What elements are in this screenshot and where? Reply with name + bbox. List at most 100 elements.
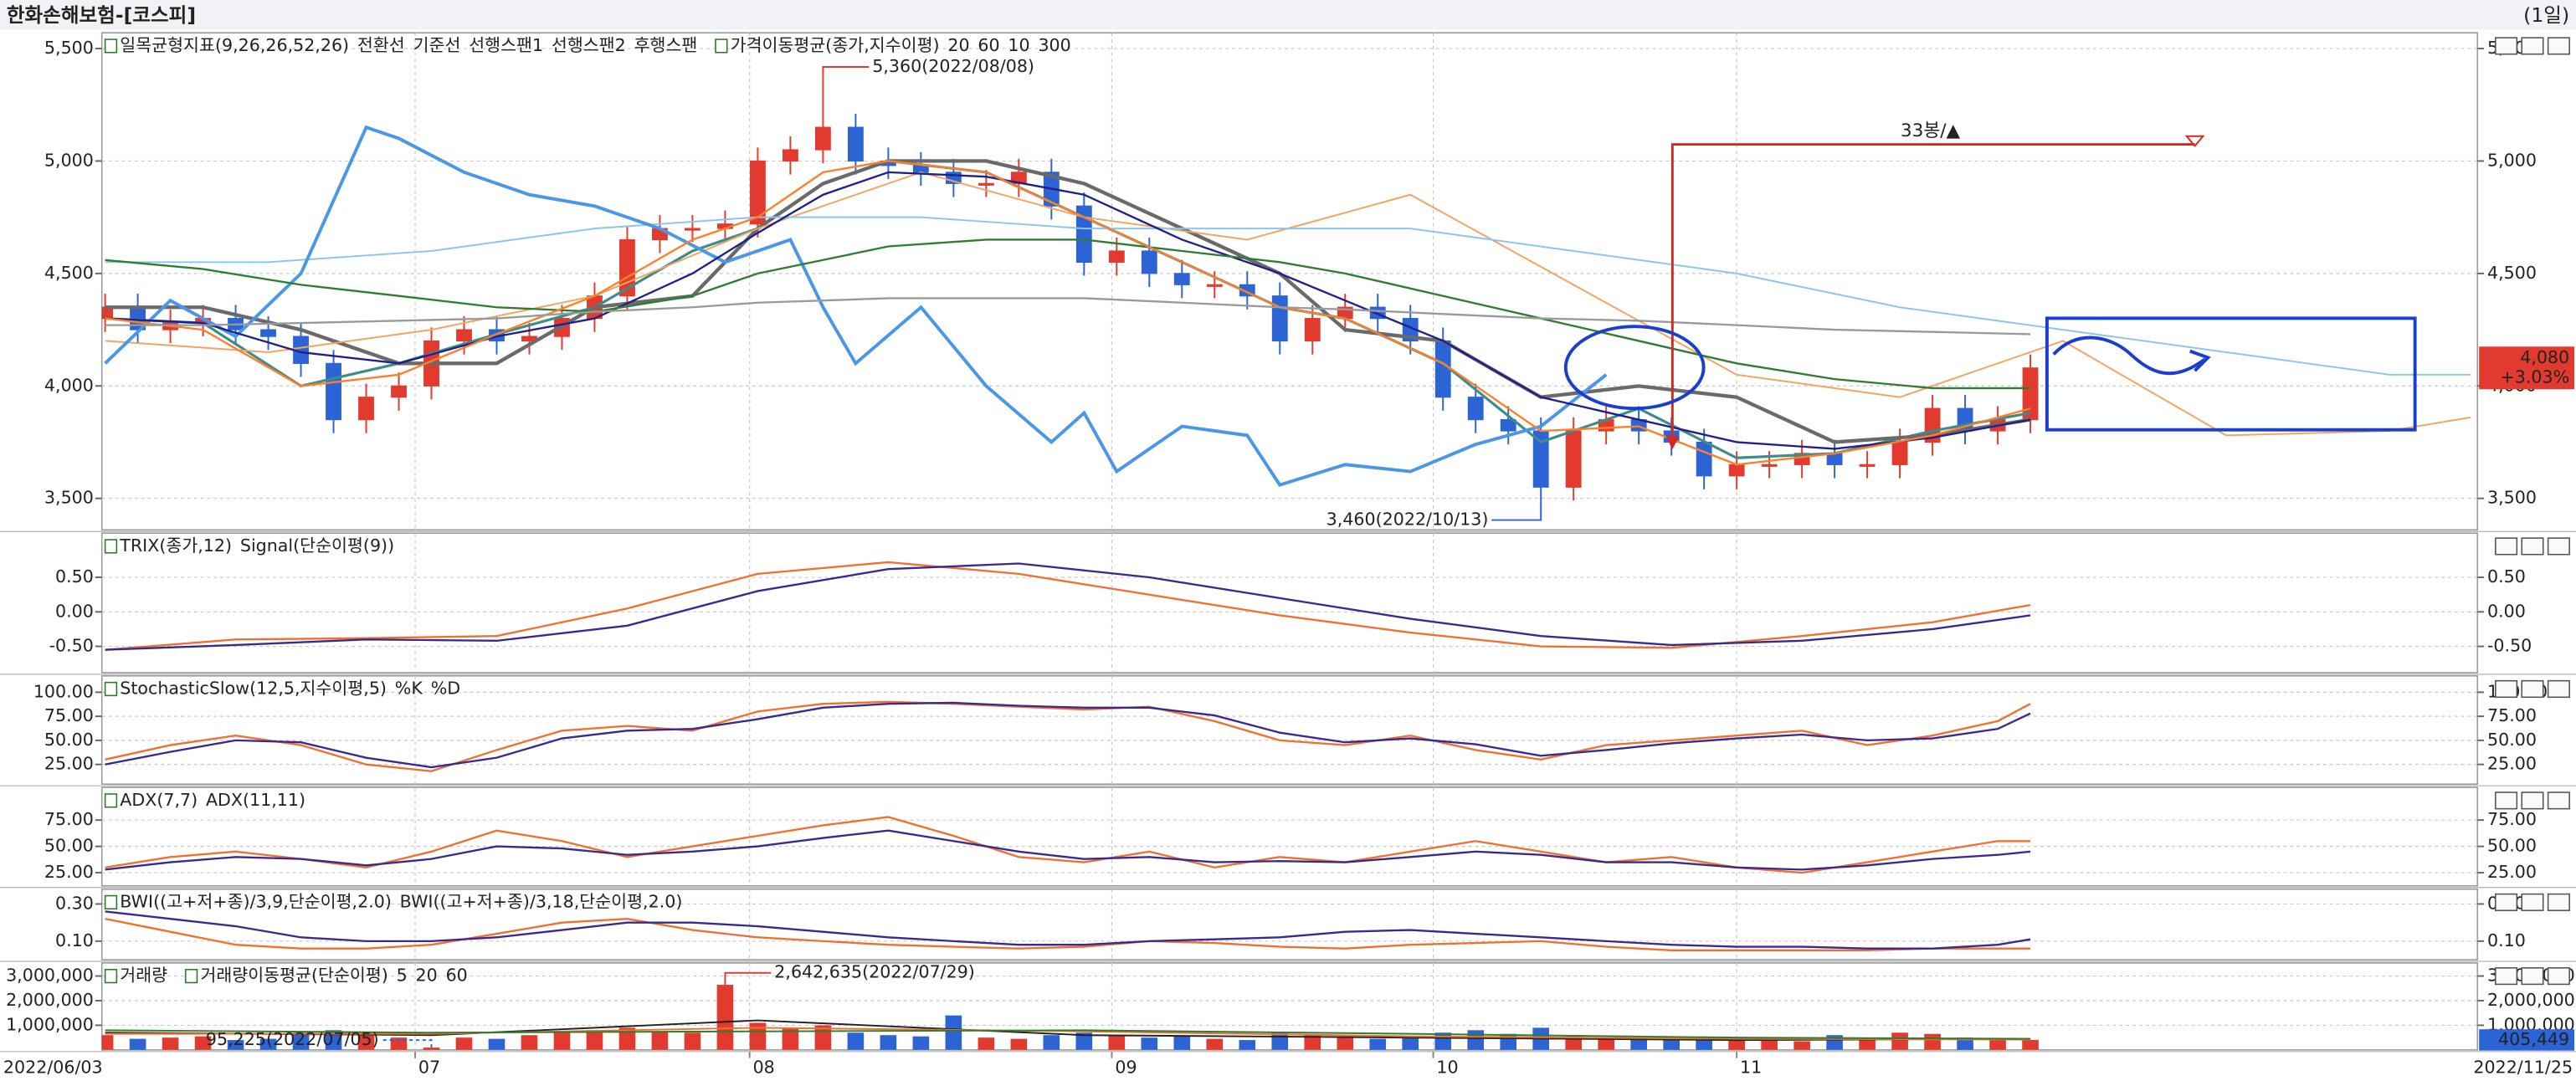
- panel-button[interactable]: [2521, 893, 2544, 911]
- y-tick-label: 0.30: [55, 893, 94, 913]
- panel-button[interactable]: [2547, 537, 2570, 556]
- volume-bar: [1630, 1038, 1647, 1050]
- panel-button[interactable]: [2547, 679, 2570, 699]
- candle-body: [326, 362, 341, 421]
- panel-button[interactable]: [2495, 37, 2518, 55]
- y-tick-label: 75.00: [2487, 705, 2537, 725]
- candle-body: [456, 329, 472, 342]
- volume-bar: [1239, 1040, 1256, 1050]
- legend-icon: [104, 969, 118, 984]
- y-tick-label: 0.10: [2487, 930, 2526, 950]
- volume-bar: [880, 1035, 897, 1050]
- legend-label: 거래량: [120, 966, 167, 986]
- panel-button[interactable]: [2495, 537, 2518, 556]
- last-value: 405,449: [2498, 1029, 2569, 1049]
- legend-entry: BWI((고+저+종)/3,9,단순이평,2.0): [120, 891, 392, 911]
- y-tick-label: 5,500: [44, 38, 94, 58]
- highlight-ellipse: [1563, 325, 1706, 411]
- volume-bar: [553, 1032, 571, 1050]
- candle-body: [1500, 419, 1516, 432]
- volume-bar: [423, 1048, 440, 1050]
- y-tick-label: 50.00: [2487, 836, 2537, 856]
- legend-entry: 선행스팬2: [552, 35, 626, 55]
- legend-icon: [104, 681, 118, 697]
- y-tick-label: 25.00: [2487, 862, 2537, 882]
- panel-button[interactable]: [2547, 37, 2570, 55]
- legend-entry: 후행스팬: [634, 35, 698, 55]
- volume-bar: [2022, 1039, 2039, 1050]
- indicator-line: [105, 918, 2031, 952]
- candle-body: [1859, 464, 1876, 467]
- annotation-leader: [822, 66, 870, 80]
- panel-button[interactable]: [2495, 679, 2518, 699]
- volume-bar: [1793, 1041, 1810, 1050]
- volume-bar: [101, 1035, 114, 1050]
- candle-body: [101, 306, 114, 320]
- panel-button[interactable]: [2521, 791, 2544, 810]
- volume-bar: [1010, 1038, 1028, 1050]
- panel-button[interactable]: [2521, 37, 2544, 55]
- panel-button[interactable]: [2495, 893, 2518, 911]
- legend-entry: BWI((고+저+종)/3,18,단순이평,2.0): [400, 891, 683, 911]
- volume-bar: [1369, 1038, 1387, 1050]
- y-tick-label: 1,000,000: [6, 1014, 94, 1034]
- y-tick-label: 3,000,000: [6, 966, 94, 986]
- candle-body: [391, 385, 407, 398]
- panel-button[interactable]: [2495, 791, 2518, 810]
- candle-body: [1304, 318, 1321, 342]
- date-end: 2022/11/25: [2473, 1057, 2573, 1077]
- panel-plot: [101, 985, 2039, 1050]
- volume-bar: [978, 1037, 995, 1050]
- annotation: 3,460(2022/10/13): [1326, 510, 1489, 530]
- volume-bar: [129, 1038, 146, 1050]
- y-tick-label: 50.00: [2487, 730, 2537, 750]
- volume-bar: [1728, 1038, 1745, 1050]
- indicator-line: [105, 829, 2031, 871]
- volume-bar: [1761, 1040, 1778, 1050]
- date-start: 2022/06/03: [3, 1057, 103, 1077]
- candle-body: [1696, 441, 1712, 477]
- panel-button[interactable]: [2495, 967, 2518, 986]
- x-tick-label: 08: [753, 1057, 775, 1077]
- last-value-box: [2479, 1029, 2575, 1051]
- legend-entry: 300: [1038, 35, 1070, 55]
- title-bar: [0, 0, 2576, 30]
- legend-entry: 선행스팬1: [469, 35, 543, 55]
- panel-button[interactable]: [2521, 967, 2544, 986]
- volume-bar: [586, 1030, 603, 1050]
- volume-bar: [1141, 1037, 1158, 1050]
- panel-button[interactable]: [2547, 791, 2570, 810]
- candle-body: [782, 149, 798, 162]
- volume-bar: [1108, 1035, 1126, 1050]
- volume-bar: [1434, 1032, 1452, 1050]
- volume-bar: [259, 1038, 277, 1050]
- candle-body: [1467, 397, 1484, 421]
- legend-icon: [184, 969, 198, 984]
- indicator-line: [105, 216, 2471, 376]
- y-tick-label: 75.00: [2487, 809, 2537, 829]
- indicator-line: [105, 1019, 2031, 1042]
- annotation-leader: [724, 971, 772, 986]
- indicator-line: [105, 171, 2471, 437]
- x-tick-label: 09: [1115, 1057, 1137, 1077]
- volume-bar: [782, 1027, 799, 1050]
- volume-bar: [455, 1037, 473, 1050]
- volume-bar: [162, 1037, 179, 1050]
- indicator-line: [105, 160, 2031, 466]
- panel-plot: [105, 700, 2031, 772]
- y-tick-label: 4,500: [2487, 263, 2537, 283]
- volume-bar: [716, 985, 734, 1050]
- panel-plot: [105, 816, 2031, 874]
- legend-icon: [104, 894, 118, 910]
- volume-bar: [227, 1040, 244, 1050]
- y-tick-label: 0.10: [55, 930, 94, 950]
- volume-bar: [194, 1036, 212, 1050]
- indicator-line: [105, 159, 2031, 444]
- panel-button[interactable]: [2547, 967, 2570, 986]
- panel-button[interactable]: [2521, 537, 2544, 556]
- legend-icon: [104, 539, 118, 554]
- panel-button[interactable]: [2521, 679, 2544, 699]
- volume-bar: [912, 1036, 930, 1050]
- panel-button[interactable]: [2547, 893, 2570, 911]
- y-tick-label: 75.00: [44, 705, 94, 725]
